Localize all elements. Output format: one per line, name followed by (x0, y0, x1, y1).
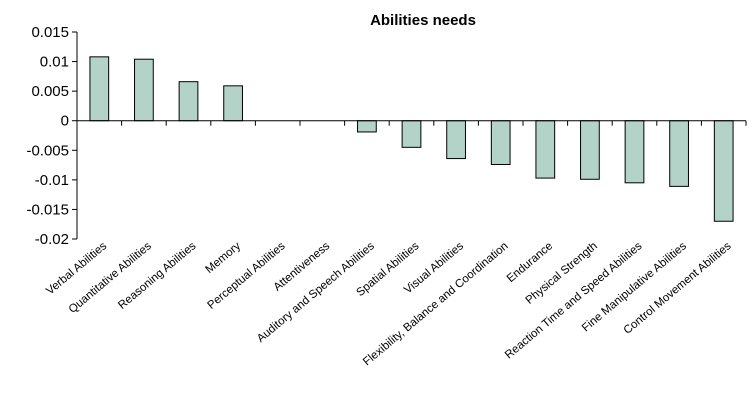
y-axis: 0.015 0.01 0.005 0 -0.005 -0.01 -0.015 -0.02 (26, 24, 78, 248)
bar (89, 56, 110, 122)
bar (580, 120, 600, 180)
bars (89, 56, 734, 222)
bar (357, 120, 377, 133)
y-tick-label: -0.01 (35, 172, 69, 189)
x-tick-label: Memory (204, 240, 244, 276)
bar (624, 120, 645, 184)
bar (178, 81, 199, 122)
y-tick-label: 0.005 (31, 83, 69, 100)
bar (446, 120, 466, 160)
y-tick-label: -0.015 (26, 201, 69, 218)
chart-title: Abilities needs (370, 12, 476, 29)
y-tick-label: -0.02 (35, 231, 69, 248)
bar (134, 58, 154, 122)
x-tick-label: Perceptual Abilities (205, 240, 287, 312)
bar (669, 120, 689, 187)
y-tick-label: 0 (61, 113, 69, 130)
bar (713, 120, 734, 222)
bar (535, 120, 556, 179)
y-tick-label: 0.015 (31, 24, 69, 41)
y-tick-label: -0.005 (26, 142, 69, 159)
x-tick-label: Reasoning Abilities (116, 240, 198, 312)
bar (223, 85, 243, 122)
bar (490, 120, 511, 165)
bar (401, 120, 422, 148)
y-tick-label: 0.01 (40, 54, 69, 71)
x-tick-label: Quantitative Abilities (67, 240, 154, 316)
